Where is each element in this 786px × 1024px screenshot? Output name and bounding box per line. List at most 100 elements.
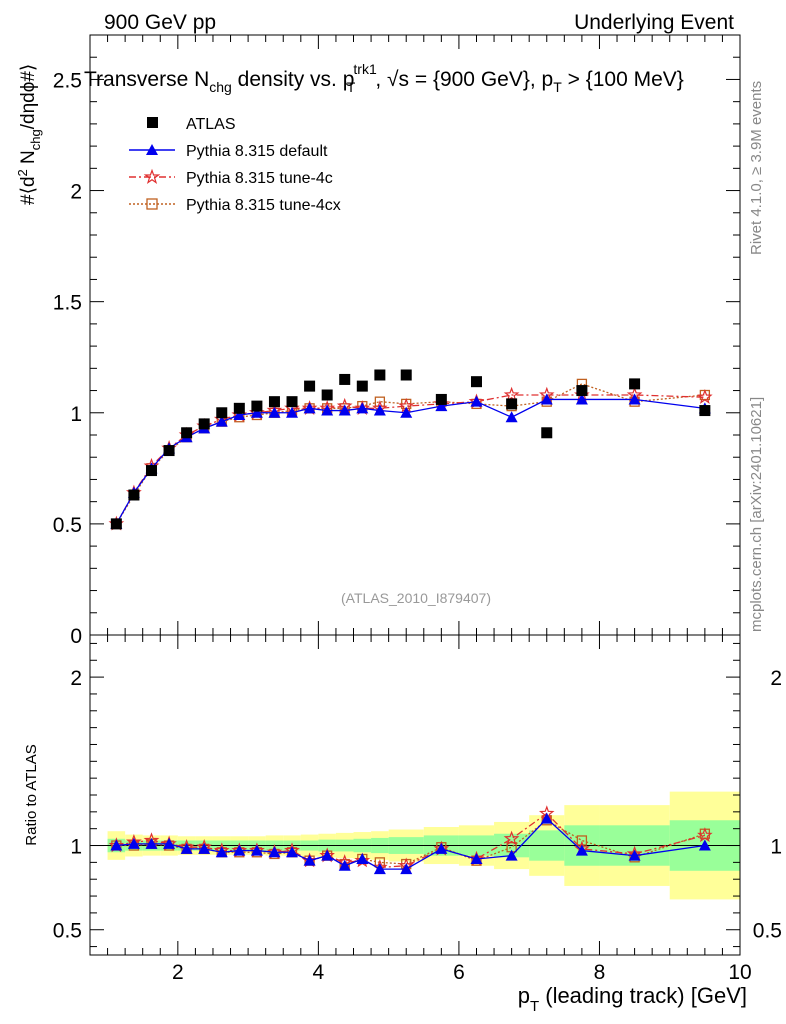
main-point <box>435 400 448 412</box>
ratio-panel: 0.5 0.5 1 1 2 2 2 4 6 8 10 <box>53 634 782 984</box>
main-ytick-label: 2.5 <box>53 69 82 92</box>
ratio-point <box>110 839 123 851</box>
main-ytick-label: 1.5 <box>53 292 82 315</box>
legend-label-atlas: ATLAS <box>186 116 236 133</box>
mcplots-label: mcplots.cern.ch [arXiv:2401.10621] <box>748 397 765 632</box>
main-point <box>435 393 447 405</box>
main-point <box>128 489 140 501</box>
main-series-line <box>115 398 705 525</box>
main-point <box>628 393 641 405</box>
main-point <box>215 415 228 427</box>
ratio-ytick-label: 1 <box>70 836 82 859</box>
ratio-point <box>268 846 281 858</box>
main-point <box>304 380 316 392</box>
main-point <box>400 369 412 381</box>
legend-marker-atlas <box>147 117 158 128</box>
main-series-line <box>115 394 705 525</box>
main-series-1 <box>110 393 711 529</box>
legend-marker-default <box>146 144 158 155</box>
main-yticklabels: 0 0.5 1 1.5 2 2.5 <box>53 69 82 648</box>
ratio-point <box>697 827 713 843</box>
x-axis-label: pT (leading track) [GeV] <box>518 983 747 1015</box>
xtick-label: 6 <box>453 961 465 984</box>
main-point <box>339 373 351 385</box>
main-point <box>163 445 175 457</box>
main-point <box>321 389 333 401</box>
main-point <box>697 388 713 404</box>
main-point <box>575 393 588 405</box>
main-point <box>268 406 281 418</box>
main-series-3 <box>111 378 711 530</box>
main-point <box>110 518 122 530</box>
main-point <box>374 369 386 381</box>
ratio-series <box>108 805 713 875</box>
ratio-point <box>145 837 158 849</box>
analysis-id: (ATLAS_2010_I879407) <box>341 590 491 606</box>
rivet-label: Rivet 4.1.0, ≥ 3.9M events <box>748 81 765 255</box>
main-panel: 0 0.5 1 1.5 2 2.5 <box>53 34 741 648</box>
main-point <box>268 396 280 408</box>
main-point <box>541 427 553 439</box>
legend-label-tune4cx: Pythia 8.315 tune-4cx <box>186 197 341 214</box>
ratio-point <box>575 844 588 856</box>
legend-label-default: Pythia 8.315 default <box>186 143 328 160</box>
main-point <box>576 385 588 397</box>
main-ytick-label: 2 <box>70 181 82 204</box>
main-ytick-label: 1 <box>70 403 82 426</box>
ratio-point <box>303 854 316 866</box>
ratio-frame <box>89 634 741 956</box>
main-point <box>503 386 520 402</box>
main-ytick-label: 0 <box>70 625 82 648</box>
ratio-point <box>400 863 413 875</box>
xtick-label: 10 <box>728 961 751 984</box>
main-point <box>470 376 482 388</box>
ratio-point <box>435 842 448 854</box>
legend-marker-tune4cx <box>146 198 158 210</box>
ratio-point <box>286 846 299 858</box>
main-point <box>250 406 263 418</box>
main-point <box>629 378 641 390</box>
main-series-2 <box>108 386 713 531</box>
ratio-point <box>540 812 553 824</box>
xtick-label: 4 <box>313 961 325 984</box>
main-point <box>373 404 386 416</box>
xtick-label: 2 <box>172 961 184 984</box>
main-point <box>233 409 246 420</box>
ratio-point <box>127 837 140 849</box>
main-point <box>286 396 298 408</box>
ratio-ytick-label-right: 1 <box>770 836 782 859</box>
main-point <box>356 380 368 392</box>
ratio-point <box>356 853 369 864</box>
ratio-series-line <box>116 817 705 870</box>
main-ticks <box>90 34 741 636</box>
header-left: 900 GeV pp <box>104 11 216 34</box>
ratio-ytick-label: 2 <box>70 667 82 690</box>
ratio-point <box>470 853 483 864</box>
main-ytick-label: 0.5 <box>53 514 82 537</box>
main-point <box>216 407 228 419</box>
main-point <box>251 400 263 412</box>
main-ylabel: #⟨d2 Nchg/dηdϕ#⟩ <box>15 64 43 205</box>
ratio-ytick-label: 0.5 <box>53 920 82 943</box>
main-point <box>198 418 210 430</box>
main-point <box>540 393 553 405</box>
ratio-point <box>503 830 520 846</box>
ratio-ticklabels: 0.5 0.5 1 1 2 2 2 4 6 8 10 <box>53 667 782 984</box>
ratio-point <box>250 844 263 856</box>
main-point <box>145 465 157 477</box>
ratio-point <box>180 842 193 854</box>
ratio-ytick-label-right: 2 <box>770 667 782 690</box>
ratio-point <box>505 849 518 861</box>
main-series-0 <box>110 369 711 530</box>
chart-title: Transverse Nchg density vs. ptrk1 T, √s =… <box>84 61 684 95</box>
ratio-point <box>233 844 246 856</box>
ratio-point <box>338 859 351 871</box>
legend-label-tune4c: Pythia 8.315 tune-4c <box>186 170 333 187</box>
main-series <box>108 369 713 531</box>
main-point <box>303 402 316 414</box>
main-point <box>233 402 245 414</box>
ratio-ytick-label-right: 0.5 <box>753 920 782 943</box>
legend: ATLAS Pythia 8.315 default Pythia 8.315 … <box>129 116 341 214</box>
xtick-label: 8 <box>594 961 606 984</box>
ratio-point <box>198 842 211 854</box>
